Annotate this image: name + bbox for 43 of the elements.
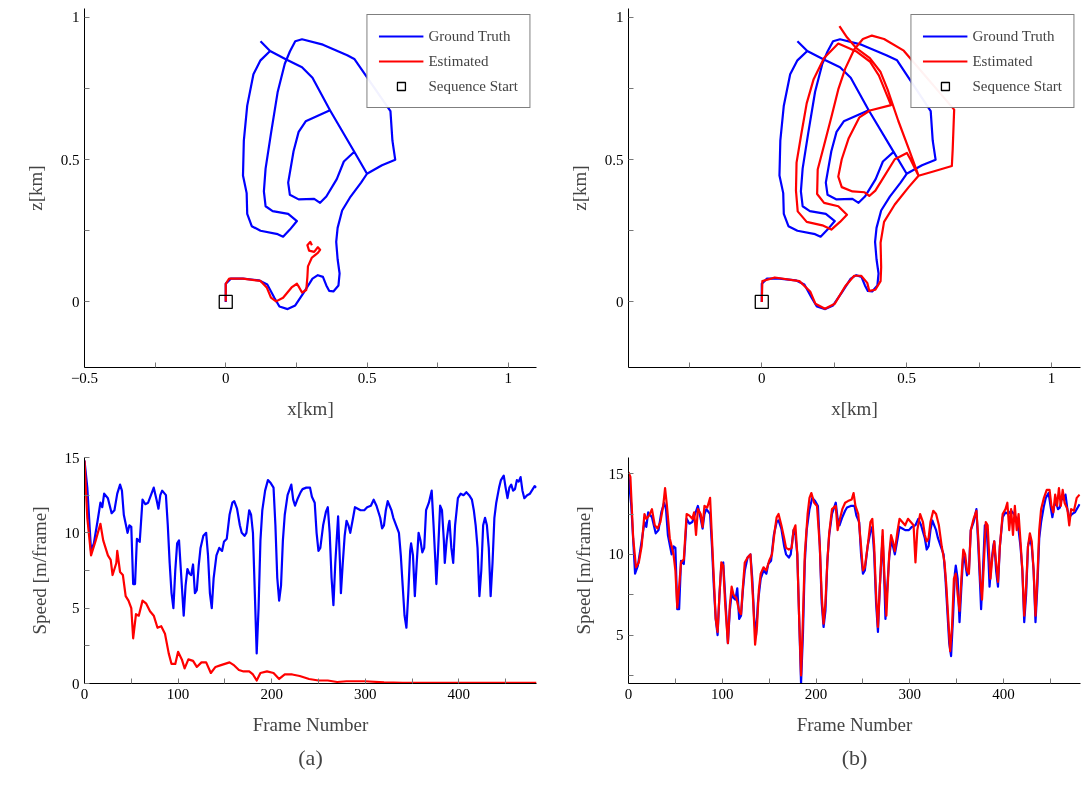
x-tick-label: 0.5 [897,369,917,386]
text: (b) [841,744,868,770]
x-tick-label: 0 [758,369,766,386]
x-axis-title: x[km] [287,397,334,419]
y-tick-label: 10 [608,546,624,563]
y-tick-label: 0 [616,293,624,310]
x-tick-label: 200 [260,685,283,702]
x-tick-label: 1 [504,369,512,386]
x-tick-label: 0 [222,369,230,386]
y-axis-title: z[km] [24,165,46,211]
x-tick-label: 300 [898,685,922,702]
x-tick-label: 1 [1047,369,1056,386]
y-tick-label: 0 [72,293,80,310]
x-tick-label: 0.5 [357,369,377,386]
y-tick-label: 0.5 [604,151,624,168]
y-axis-title: Speed [m/frame] [572,506,594,635]
y-tick-label: 5 [616,627,624,644]
y-tick-label: 10 [64,524,80,541]
x-tick-label: −0.5 [70,369,99,386]
x-tick-label: 400 [992,685,1015,702]
legend-label: Sequence Start [428,77,518,95]
legend-label: Sequence Start [972,77,1062,95]
y-tick-label: 15 [608,465,624,482]
y-tick-label: 5 [72,600,80,617]
y-tick-label: 15 [64,449,80,466]
y-axis-title: Speed [m/frame] [28,506,50,635]
x-tick-label: 300 [354,685,377,702]
x-axis-title: x[km] [831,397,878,419]
x-tick-label: 100 [711,685,734,702]
legend-label: Estimated [972,52,1033,70]
y-tick-label: 0.5 [60,151,80,168]
text: (a) [298,744,323,770]
x-tick-label: 400 [447,685,471,702]
legend-label: Ground Truth [972,27,1055,45]
y-axis-title: z[km] [568,165,590,211]
legend-label: Ground Truth [428,27,511,45]
x-axis-title: Frame Number [252,713,369,735]
y-tick-label: 1 [616,9,624,26]
x-axis-title: Frame Number [796,713,913,735]
legend-label: Estimated [428,52,489,70]
x-tick-label: 200 [804,685,828,702]
x-tick-label: 100 [166,685,190,702]
y-tick-label: 1 [72,9,80,26]
